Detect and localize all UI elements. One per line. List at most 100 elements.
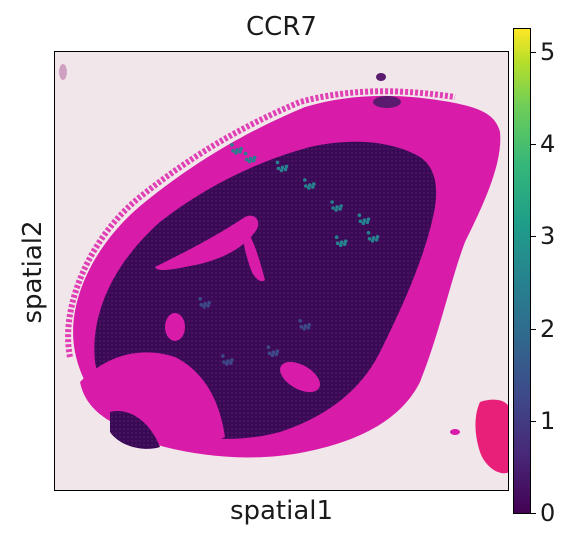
tissue-fragment: [373, 96, 401, 108]
expression-spot: [275, 349, 280, 354]
expression-spot: [338, 207, 342, 211]
tissue-inclusion: [155, 215, 259, 271]
colorbar-tick-label: 5: [540, 38, 556, 67]
expression-spot: [339, 240, 344, 244]
expression-spot: [303, 324, 308, 328]
expression-spot: [207, 301, 211, 305]
expression-spot: [299, 325, 304, 329]
expression-spot: [361, 221, 366, 225]
expression-spot: [198, 297, 202, 301]
expression-spot: [339, 204, 343, 208]
expression-spot-layer: [198, 143, 380, 366]
tissue-fragment: [59, 64, 67, 80]
tissue-inclusion: [280, 361, 320, 393]
expression-spot: [307, 323, 312, 327]
expression-spot: [279, 168, 284, 173]
expression-spot: [252, 155, 257, 160]
expression-spot: [247, 159, 252, 164]
colorbar: [513, 28, 531, 514]
expression-spot: [203, 302, 207, 306]
expression-spot: [334, 208, 338, 212]
expression-spot: [374, 238, 379, 242]
expression-spot: [342, 242, 347, 246]
expression-spot: [338, 243, 343, 247]
expression-spot: [311, 185, 315, 189]
tissue-fragment: [376, 73, 386, 81]
expression-spot: [304, 184, 308, 188]
expression-spot: [375, 235, 380, 239]
expression-spot: [243, 151, 248, 156]
expression-spot: [312, 182, 316, 186]
expression-spot: [357, 213, 362, 217]
chart-title: CCR7: [246, 12, 317, 42]
expression-spot: [284, 164, 289, 169]
tissue-outer-edge: [65, 88, 456, 358]
colorbar-tick-label: 1: [540, 406, 556, 435]
expression-spot: [234, 151, 238, 155]
colorbar-tick: [531, 328, 536, 330]
expression-spot: [334, 235, 339, 239]
colorbar-tick-label: 3: [540, 222, 556, 251]
expression-spot: [230, 358, 234, 362]
expression-spot: [271, 350, 276, 355]
tissue-image: [55, 52, 508, 490]
expression-spot: [276, 166, 281, 171]
expression-spot: [267, 351, 272, 356]
colorbar-tick-label: 4: [540, 130, 556, 159]
expression-spot: [303, 178, 307, 182]
colorbar-tick: [531, 513, 536, 514]
expression-spot: [251, 158, 256, 163]
expression-spot: [365, 220, 370, 224]
colorbar-tick: [531, 52, 536, 54]
tissue-inclusion: [110, 411, 160, 449]
spatial-plot-area: [54, 51, 509, 491]
tissue-fragment: [450, 429, 460, 435]
expression-spot: [229, 361, 233, 365]
x-axis-label: spatial1: [229, 496, 334, 526]
expression-spot: [370, 239, 375, 243]
expression-spot: [302, 327, 307, 331]
tissue-inclusion: [165, 313, 185, 341]
expression-spot: [230, 143, 234, 147]
expression-spot: [362, 218, 367, 222]
expression-spot: [307, 186, 311, 190]
expression-spot: [199, 303, 203, 307]
expression-spot: [335, 241, 340, 245]
expression-spot: [266, 345, 271, 350]
expression-spot: [367, 237, 372, 241]
expression-spot: [226, 359, 230, 363]
expression-spot: [335, 205, 339, 209]
expression-spot: [239, 147, 243, 151]
expression-spot: [280, 165, 285, 170]
colorbar-tick: [531, 420, 536, 422]
expression-spot: [244, 157, 249, 162]
colorbar-tick-label: 2: [540, 314, 556, 343]
expression-spot: [366, 231, 371, 235]
expression-spot: [270, 353, 275, 358]
expression-spot: [206, 304, 210, 308]
expression-spot: [358, 219, 363, 223]
expression-spot: [298, 319, 303, 323]
expression-spot: [238, 150, 242, 154]
colorbar-tick: [531, 144, 536, 146]
expression-spot: [274, 352, 279, 357]
colorbar-tick-label: 0: [540, 499, 556, 527]
expression-spot: [202, 305, 206, 309]
expression-spot: [306, 326, 311, 330]
expression-spot: [231, 149, 235, 153]
tissue-inclusion: [243, 227, 265, 282]
colorbar-gradient: [514, 29, 530, 513]
expression-spot: [221, 354, 225, 358]
y-axis-label: spatial2: [18, 220, 48, 324]
expression-spot: [235, 148, 239, 152]
expression-spot: [371, 236, 376, 240]
expression-spot: [248, 156, 253, 161]
colorbar-tick: [531, 236, 536, 238]
expression-spot: [222, 360, 226, 364]
expression-spot: [343, 239, 348, 243]
expression-spot: [275, 160, 280, 165]
expression-spot: [366, 217, 371, 221]
expression-spot: [225, 362, 229, 366]
expression-spot: [330, 200, 334, 204]
expression-spot: [283, 167, 288, 172]
